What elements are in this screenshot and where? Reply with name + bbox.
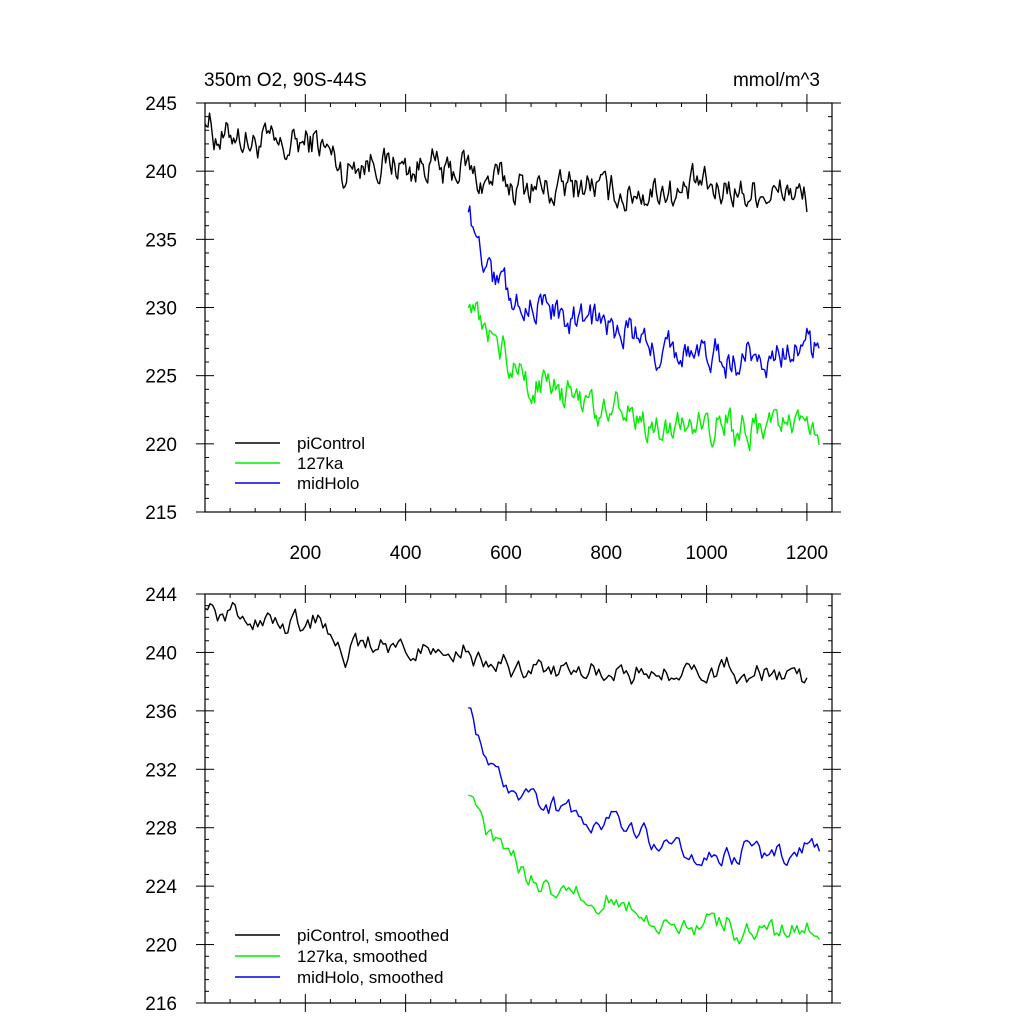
top-series-midholo-line [467,205,820,379]
top-x-tick-label: 1200 [786,543,828,564]
top-x-tick-label: 1000 [685,543,727,564]
bottom-series-picontrol-smoothed-line [204,601,808,685]
bottom-legend-label: midHolo, smoothed [297,968,443,987]
bottom-y-tick-label: 228 [145,819,177,840]
bottom-y-tick-labels: 216 220 224 228 232 236 240 244 [145,585,177,1015]
top-x-tick-label: 400 [390,543,422,564]
top-y-tick-label: 220 [145,435,177,456]
bottom-plot-frame [204,593,833,1004]
bottom-legend: piControl, smoothed 127ka, smoothed midH… [297,926,449,987]
top-y-tick-label: 215 [145,503,177,524]
bottom-y-tick-label: 224 [145,877,177,898]
top-y-tick-label: 230 [145,299,177,320]
top-legend: piControl 127ka midHolo [297,434,365,493]
bottom-legend-label: piControl, smoothed [297,926,449,945]
top-y-tick-label: 225 [145,367,177,388]
top-x-tick-labels: 200 400 600 800 1000 1200 [289,543,828,564]
top-series-127ka-line [467,301,820,452]
top-panel: 350m O2, 90S-44S mmol/m^3 200 400 600 80… [145,70,828,564]
bottom-y-tick-label: 236 [145,702,177,723]
bottom-y-tick-label: 240 [145,643,177,664]
top-series-picontrol-line [204,112,808,213]
top-chart-units: mmol/m^3 [733,70,820,91]
top-legend-label: piControl [297,434,365,453]
top-chart-title: 350m O2, 90S-44S [204,70,367,91]
bottom-series-midholo-smoothed-line [468,707,821,867]
bottom-y-tick-label: 232 [145,760,177,781]
bottom-series-127ka-smoothed-line [468,794,821,945]
top-y-tick-label: 235 [145,230,177,251]
bottom-y-tick-label: 220 [145,936,177,957]
top-x-tick-label: 600 [490,543,522,564]
top-legend-label: midHolo [297,474,359,493]
top-y-tick-label: 240 [145,162,177,183]
top-y-tick-labels: 215 220 225 230 235 240 245 [145,94,177,524]
bottom-y-tick-label: 216 [145,994,177,1015]
bottom-panel: 216 220 224 228 232 236 240 244 piContro… [145,585,449,1015]
bottom-y-tick-label: 244 [145,585,177,606]
top-x-tick-label: 200 [289,543,321,564]
top-x-tick-label: 800 [590,543,622,564]
top-y-tick-label: 245 [145,94,177,115]
top-legend-label: 127ka [297,454,344,473]
bottom-legend-label: 127ka, smoothed [297,947,427,966]
